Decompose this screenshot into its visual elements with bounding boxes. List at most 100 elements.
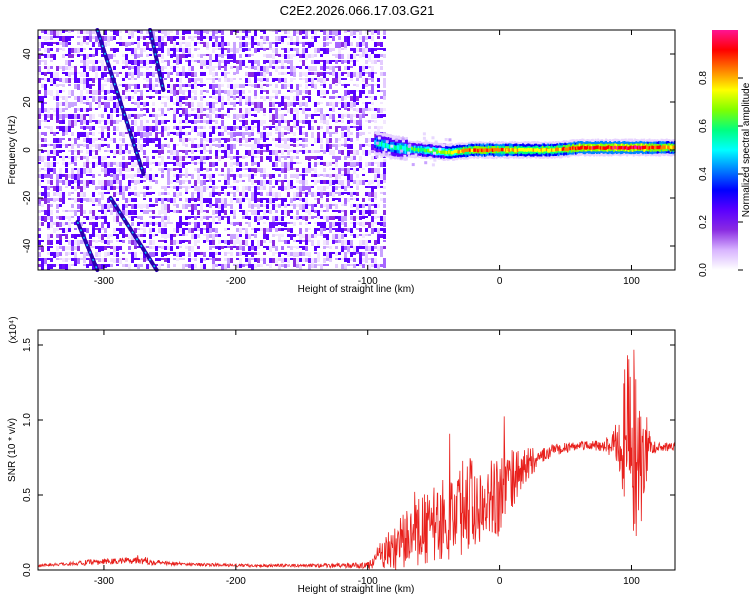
spectrogram-cell (203, 186, 206, 192)
spectrogram-cell (101, 264, 104, 269)
spectrogram-cell (317, 258, 320, 262)
spectrogram-cell (290, 54, 293, 59)
spectrogram-cell (71, 126, 74, 128)
spectrogram-cell (38, 240, 41, 245)
signal-band-scatter (414, 153, 418, 157)
spectrogram-cell (320, 198, 323, 200)
spectrogram-cell (176, 126, 179, 130)
spectrogram-cell (368, 78, 371, 80)
spectrogram-cell (143, 210, 146, 214)
spectrogram-cell (185, 156, 188, 158)
spectrogram-cell (170, 186, 173, 188)
spectrogram-cell (74, 180, 77, 183)
spectrogram-cell (74, 66, 77, 72)
spectrogram-cell (74, 186, 77, 191)
spectrogram-cell (68, 42, 71, 45)
spectrogram-cell (335, 138, 338, 143)
signal-band-cell (545, 147, 548, 152)
snr-y-multiplier: (x10⁴) (8, 316, 19, 343)
signal-band-cell (649, 145, 652, 150)
spectrogram-cell (38, 246, 41, 250)
spectrogram-cell (380, 60, 383, 65)
spectrogram-cell (77, 120, 80, 122)
spectrogram-cell (56, 228, 59, 231)
spectrogram-cell (161, 96, 164, 98)
spectrogram-cell (140, 54, 143, 57)
spectrogram-cell (323, 42, 326, 47)
spectrogram-cell (65, 258, 68, 262)
spectrogram-cell (278, 216, 281, 221)
spectrogram-cell (191, 198, 194, 201)
spectrogram-cell (368, 252, 371, 254)
spectrogram-cell (344, 84, 347, 88)
spectrogram-cell (188, 156, 191, 158)
spectrogram-cell (239, 204, 242, 209)
spectrogram-cell (170, 234, 173, 240)
spectrogram-cell (257, 198, 260, 202)
spectrogram-cell (320, 78, 323, 83)
spectrogram-cell (266, 60, 269, 63)
spectrogram-cell (341, 120, 344, 123)
spectrogram-cell (302, 42, 305, 47)
spectrogram-cell (41, 258, 44, 264)
spectrogram-cell (68, 144, 71, 146)
spectrogram-cell (287, 102, 290, 107)
spectrogram-cell (191, 102, 194, 107)
spectrogram-cell (155, 72, 158, 74)
spectrogram-cell (272, 96, 275, 98)
spectrogram-cell (236, 126, 239, 129)
spectrogram-cell (383, 198, 386, 203)
spectrogram-cell (176, 156, 179, 162)
spectrogram-cell (95, 72, 98, 78)
spectrogram-cell (167, 192, 170, 195)
spectrogram-cell (92, 78, 95, 83)
spectrogram-cell (149, 132, 152, 136)
spectrogram-cell (350, 132, 353, 135)
spectrogram-cell (47, 30, 50, 35)
spectrogram-cell (176, 222, 179, 228)
spectrogram-cell (341, 174, 344, 176)
spectrogram-cell (173, 252, 176, 256)
signal-band-cell (502, 148, 505, 152)
spectrogram-cell (158, 114, 161, 117)
spectrogram-cell (38, 108, 41, 114)
spectrogram-cell (179, 120, 182, 124)
spectrogram-cell (164, 114, 167, 116)
spectrogram-cell (173, 156, 176, 160)
spectrogram-cell (131, 222, 134, 226)
spectrogram-cell (143, 150, 146, 155)
spectrogram-cell (329, 60, 332, 64)
spectrogram-cell (110, 48, 113, 51)
spectrogram-cell (89, 48, 92, 50)
spectrogram-cell (194, 180, 197, 186)
spectrogram-cell (302, 144, 305, 148)
spectrogram-cell (140, 132, 143, 138)
spectrogram-cell (356, 72, 359, 78)
spectrogram-cell (209, 162, 212, 167)
spectrogram-cell (95, 162, 98, 167)
spectrogram-cell (92, 120, 95, 122)
signal-band-cell (421, 147, 424, 152)
spectrogram-cell (374, 30, 377, 33)
spectrogram-cell (173, 36, 176, 41)
spectrogram-cell (338, 96, 341, 98)
spectrogram-cell (41, 54, 44, 56)
spectrogram-cell (242, 84, 245, 88)
spectrogram-cell (206, 144, 209, 146)
spectrogram-cell (179, 240, 182, 244)
spectrogram-cell (215, 102, 218, 104)
spectrogram-cell (182, 126, 185, 129)
colorbar-tick-label: 0.2 (698, 215, 709, 229)
spectrogram-cell (92, 36, 95, 39)
spectrogram-cell (275, 84, 278, 88)
spectrogram-cell (323, 84, 326, 88)
spectrogram-cell (248, 66, 251, 69)
spectrogram-cell (248, 180, 251, 182)
spectrogram-cell (59, 264, 62, 269)
spectrogram-cell (284, 138, 287, 144)
spectrogram-cell (218, 138, 221, 143)
spectrogram-cell (125, 204, 128, 208)
spectrogram-cell (155, 78, 158, 82)
spectrogram-cell (125, 162, 128, 168)
spectrogram-cell (263, 126, 266, 130)
